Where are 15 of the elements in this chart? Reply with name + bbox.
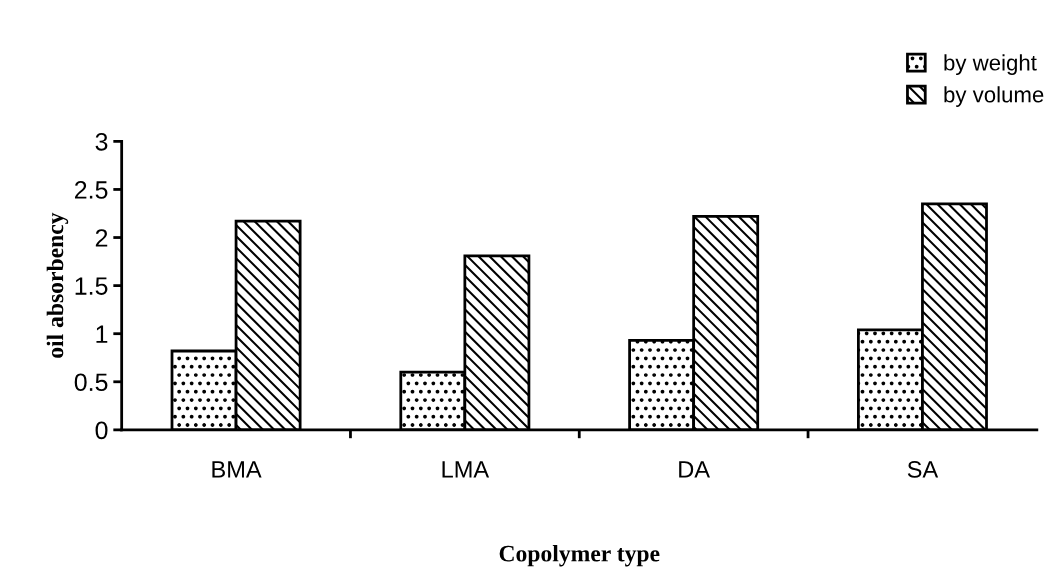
y-tick-label: 3 xyxy=(95,132,108,151)
y-tick-label: 1.5 xyxy=(75,277,108,295)
x-tick-label: BMA xyxy=(212,461,262,478)
legend-label: by weight xyxy=(944,54,1037,75)
y-axis-title: oil absorbency xyxy=(46,212,69,358)
y-tick-label: 2 xyxy=(95,229,108,247)
y-tick-label: 0.5 xyxy=(74,373,108,392)
legend-label: by volume xyxy=(944,86,1044,107)
x-tick-label: DA xyxy=(679,461,710,478)
x-tick-label: SA xyxy=(907,461,939,478)
y-tick-label: 0 xyxy=(95,421,108,440)
y-tick-label: 2.5 xyxy=(74,181,108,199)
y-tick-label: 1 xyxy=(96,325,108,343)
x-axis-title: Copolymer type xyxy=(499,544,660,567)
x-tick-label: LMA xyxy=(442,461,490,478)
